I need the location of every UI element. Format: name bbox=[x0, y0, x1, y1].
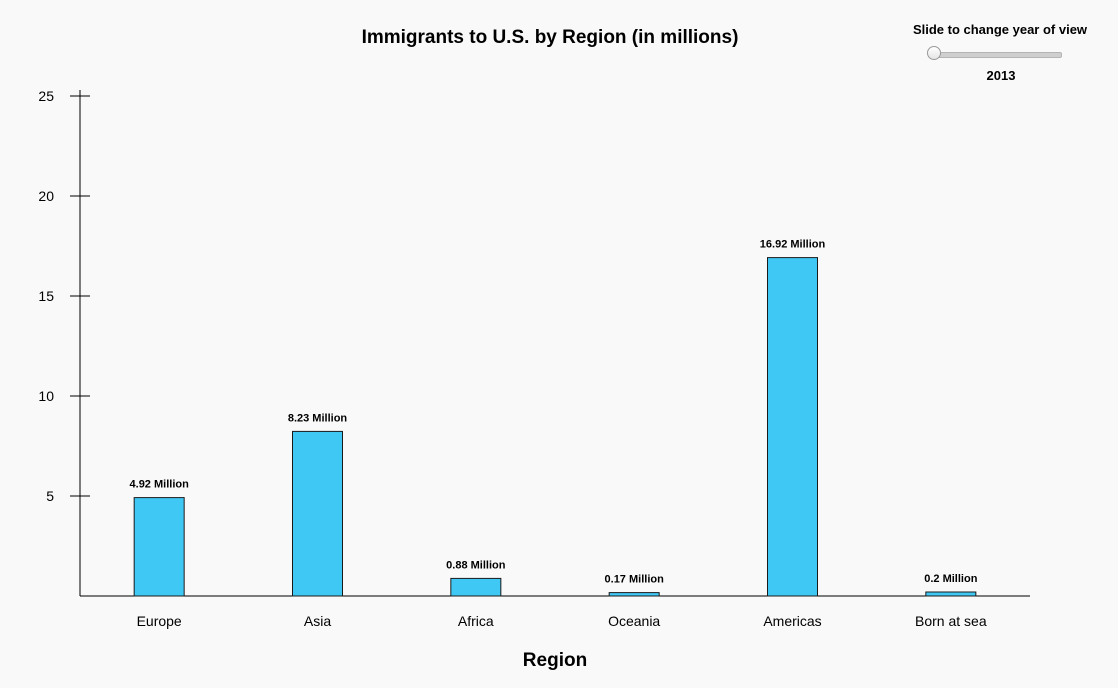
chart-title: Immigrants to U.S. by Region (in million… bbox=[361, 27, 739, 48]
y-tick-label: 5 bbox=[46, 488, 54, 504]
data-label: 4.92 Million bbox=[130, 479, 190, 491]
x-tick-label: Africa bbox=[458, 613, 494, 629]
data-label: 0.17 Million bbox=[605, 574, 665, 586]
x-tick-label: Born at sea bbox=[915, 613, 987, 629]
data-label: 0.2 Million bbox=[924, 573, 977, 585]
slider-year-value: 2013 bbox=[986, 68, 1016, 83]
bars bbox=[133, 257, 977, 597]
bar-asia bbox=[292, 430, 343, 597]
y-tick-label: 15 bbox=[38, 288, 54, 304]
axes bbox=[70, 90, 1030, 597]
x-axis-title: Region bbox=[523, 650, 587, 671]
bar-oceania bbox=[608, 592, 660, 597]
bar-africa bbox=[450, 577, 502, 597]
data-label: 0.88 Million bbox=[446, 559, 506, 571]
x-tick-label: Europe bbox=[137, 613, 182, 629]
y-tick-label: 20 bbox=[38, 188, 54, 204]
y-tick-label: 10 bbox=[38, 388, 54, 404]
labels: 5 10 15 20 25 4.92 Million Europe 8.23 Million A… bbox=[38, 88, 986, 671]
bar-americas bbox=[767, 257, 818, 597]
year-slider[interactable]: Slide to change year of view 2013 bbox=[900, 22, 1100, 86]
bar-europe bbox=[133, 497, 185, 597]
x-tick-label: Oceania bbox=[608, 613, 660, 629]
y-tick-label: 25 bbox=[38, 88, 54, 104]
slider-caption: Slide to change year of view bbox=[912, 22, 1088, 37]
data-label: 8.23 Million bbox=[288, 412, 348, 424]
bar-born-at-sea bbox=[925, 591, 977, 597]
slider-thumb[interactable] bbox=[927, 46, 941, 60]
x-tick-label: Americas bbox=[763, 613, 821, 629]
data-label: 16.92 Million bbox=[760, 239, 826, 251]
x-tick-label: Asia bbox=[304, 613, 331, 629]
